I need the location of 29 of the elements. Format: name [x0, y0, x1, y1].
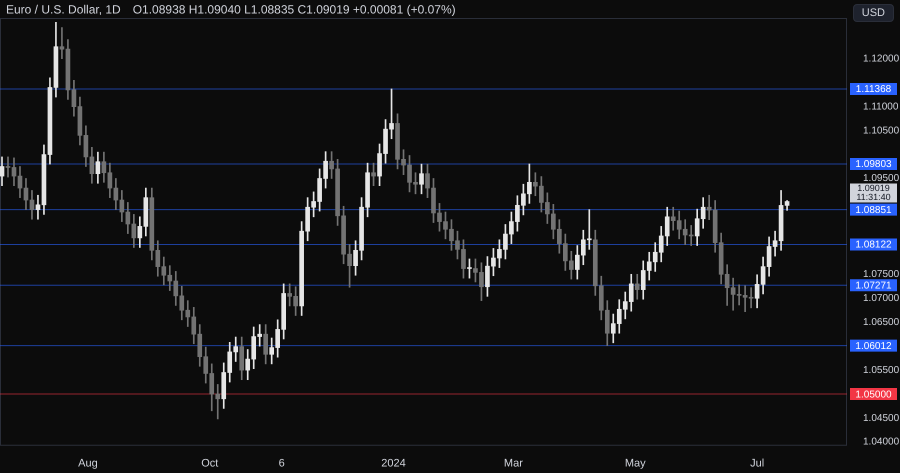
y-tick-label: 1.05500 — [863, 364, 900, 376]
x-tick-label: Jul — [750, 457, 764, 470]
x-tick-label: Oct — [201, 457, 218, 470]
ref-line-label: 1.09803 — [855, 159, 892, 170]
x-tick-label: May — [624, 457, 646, 470]
x-tick-label: 6 — [278, 457, 285, 470]
text: 11:31:40 — [856, 192, 891, 202]
y-tick-label: 1.07000 — [863, 293, 900, 304]
ref-line-label: 1.06012 — [855, 340, 892, 352]
ref-line-label: 1.08851 — [855, 204, 892, 216]
y-tick-label: 1.07500 — [863, 269, 900, 280]
ref-line-label: 1.05000 — [855, 389, 892, 400]
x-tick-label: Mar — [504, 457, 524, 470]
chart-title: Euro / U.S. Dollar, 1D — [6, 2, 122, 16]
ref-line-label: 1.08122 — [855, 240, 892, 251]
ref-line-label: 1.07271 — [855, 280, 892, 292]
y-tick-label: 1.04500 — [863, 412, 900, 424]
currency-button: USD — [852, 4, 894, 22]
y-tick-label: 1.04000 — [863, 436, 900, 448]
x-tick-label: 2024 — [381, 457, 406, 470]
text: 1.09019 — [857, 183, 890, 194]
y-tick-label: 1.10500 — [863, 125, 900, 136]
y-tick-label: 1.11000 — [863, 101, 899, 112]
y-tick-label: 1.12000 — [863, 53, 900, 64]
x-tick-label: Aug — [78, 457, 98, 470]
chart-subtitle: O1.08938 H1.09040 L1.08835 C1.09019 +0.00081 (+0.07%) — [132, 2, 456, 16]
ref-line-label: 1.11368 — [856, 84, 892, 96]
y-tick-label: 1.09500 — [863, 173, 900, 184]
y-tick-label: 1.06500 — [863, 316, 900, 328]
